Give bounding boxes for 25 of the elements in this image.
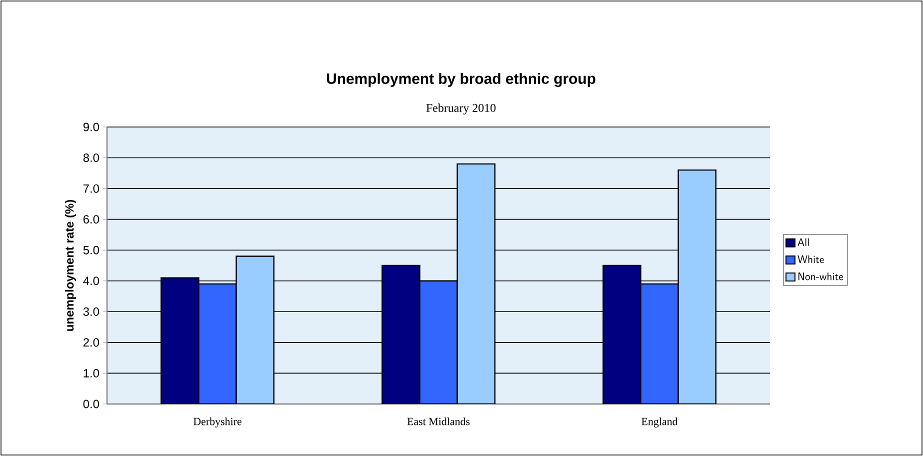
y-axis-title: unemployment rate (%) [64,200,76,331]
bar [456,163,496,404]
y-tick-label: 5.0 [83,246,100,254]
y-tick-label: 0.0 [83,400,100,408]
chart-title: Unemployment by broad ethnic group [326,72,596,87]
y-tick-label: 2.0 [83,338,100,347]
y-tick-label: 8.0 [83,154,100,162]
bar [160,277,200,404]
y-tick-label: 7.0 [83,184,100,193]
chart-subtitle: February 2010 [426,104,496,114]
bar [236,256,274,404]
x-tick-label: Derbyshire [193,418,242,428]
legend-label: All [798,238,809,246]
legend-label: Non-white [798,272,844,280]
y-tick-label: 9.0 [83,122,100,132]
y-tick-label: 4.0 [83,276,100,286]
bar [602,264,642,404]
legend-label: White [798,255,824,264]
x-tick-label: England [642,418,678,428]
y-tick-label: 1.0 [84,368,100,378]
bar [678,169,716,404]
x-tick-label: East Midlands [407,418,470,426]
bar [382,264,420,404]
y-tick-label: 6.0 [83,215,100,224]
y-tick-label: 3.0 [83,307,100,316]
